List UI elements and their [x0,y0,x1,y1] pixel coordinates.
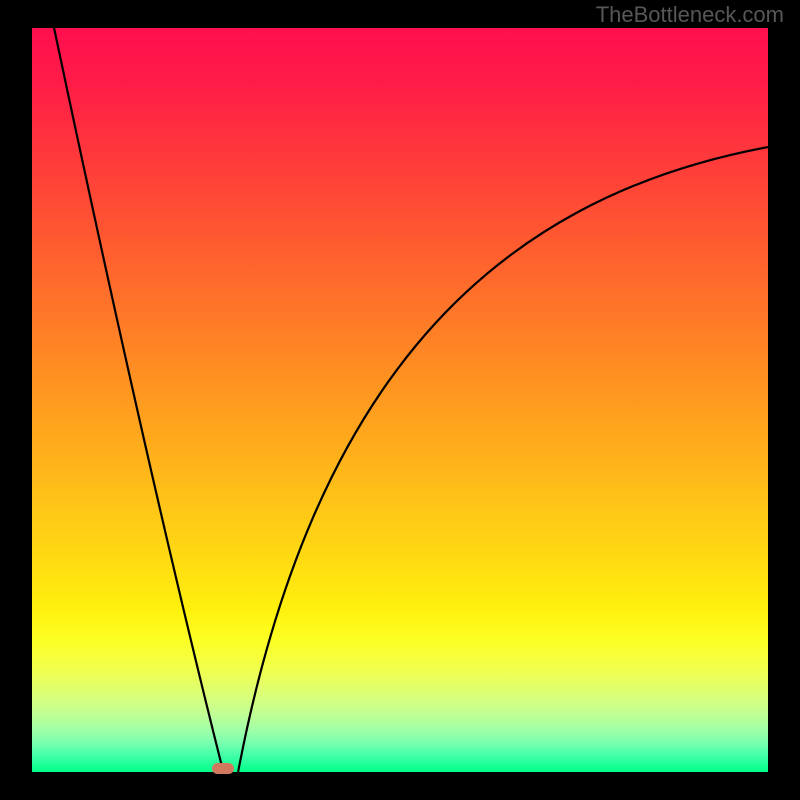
watermark-text: TheBottleneck.com [596,2,784,28]
chart-container: TheBottleneck.com [0,0,800,800]
bottleneck-curve [0,0,800,800]
optimal-point-marker [212,763,234,774]
